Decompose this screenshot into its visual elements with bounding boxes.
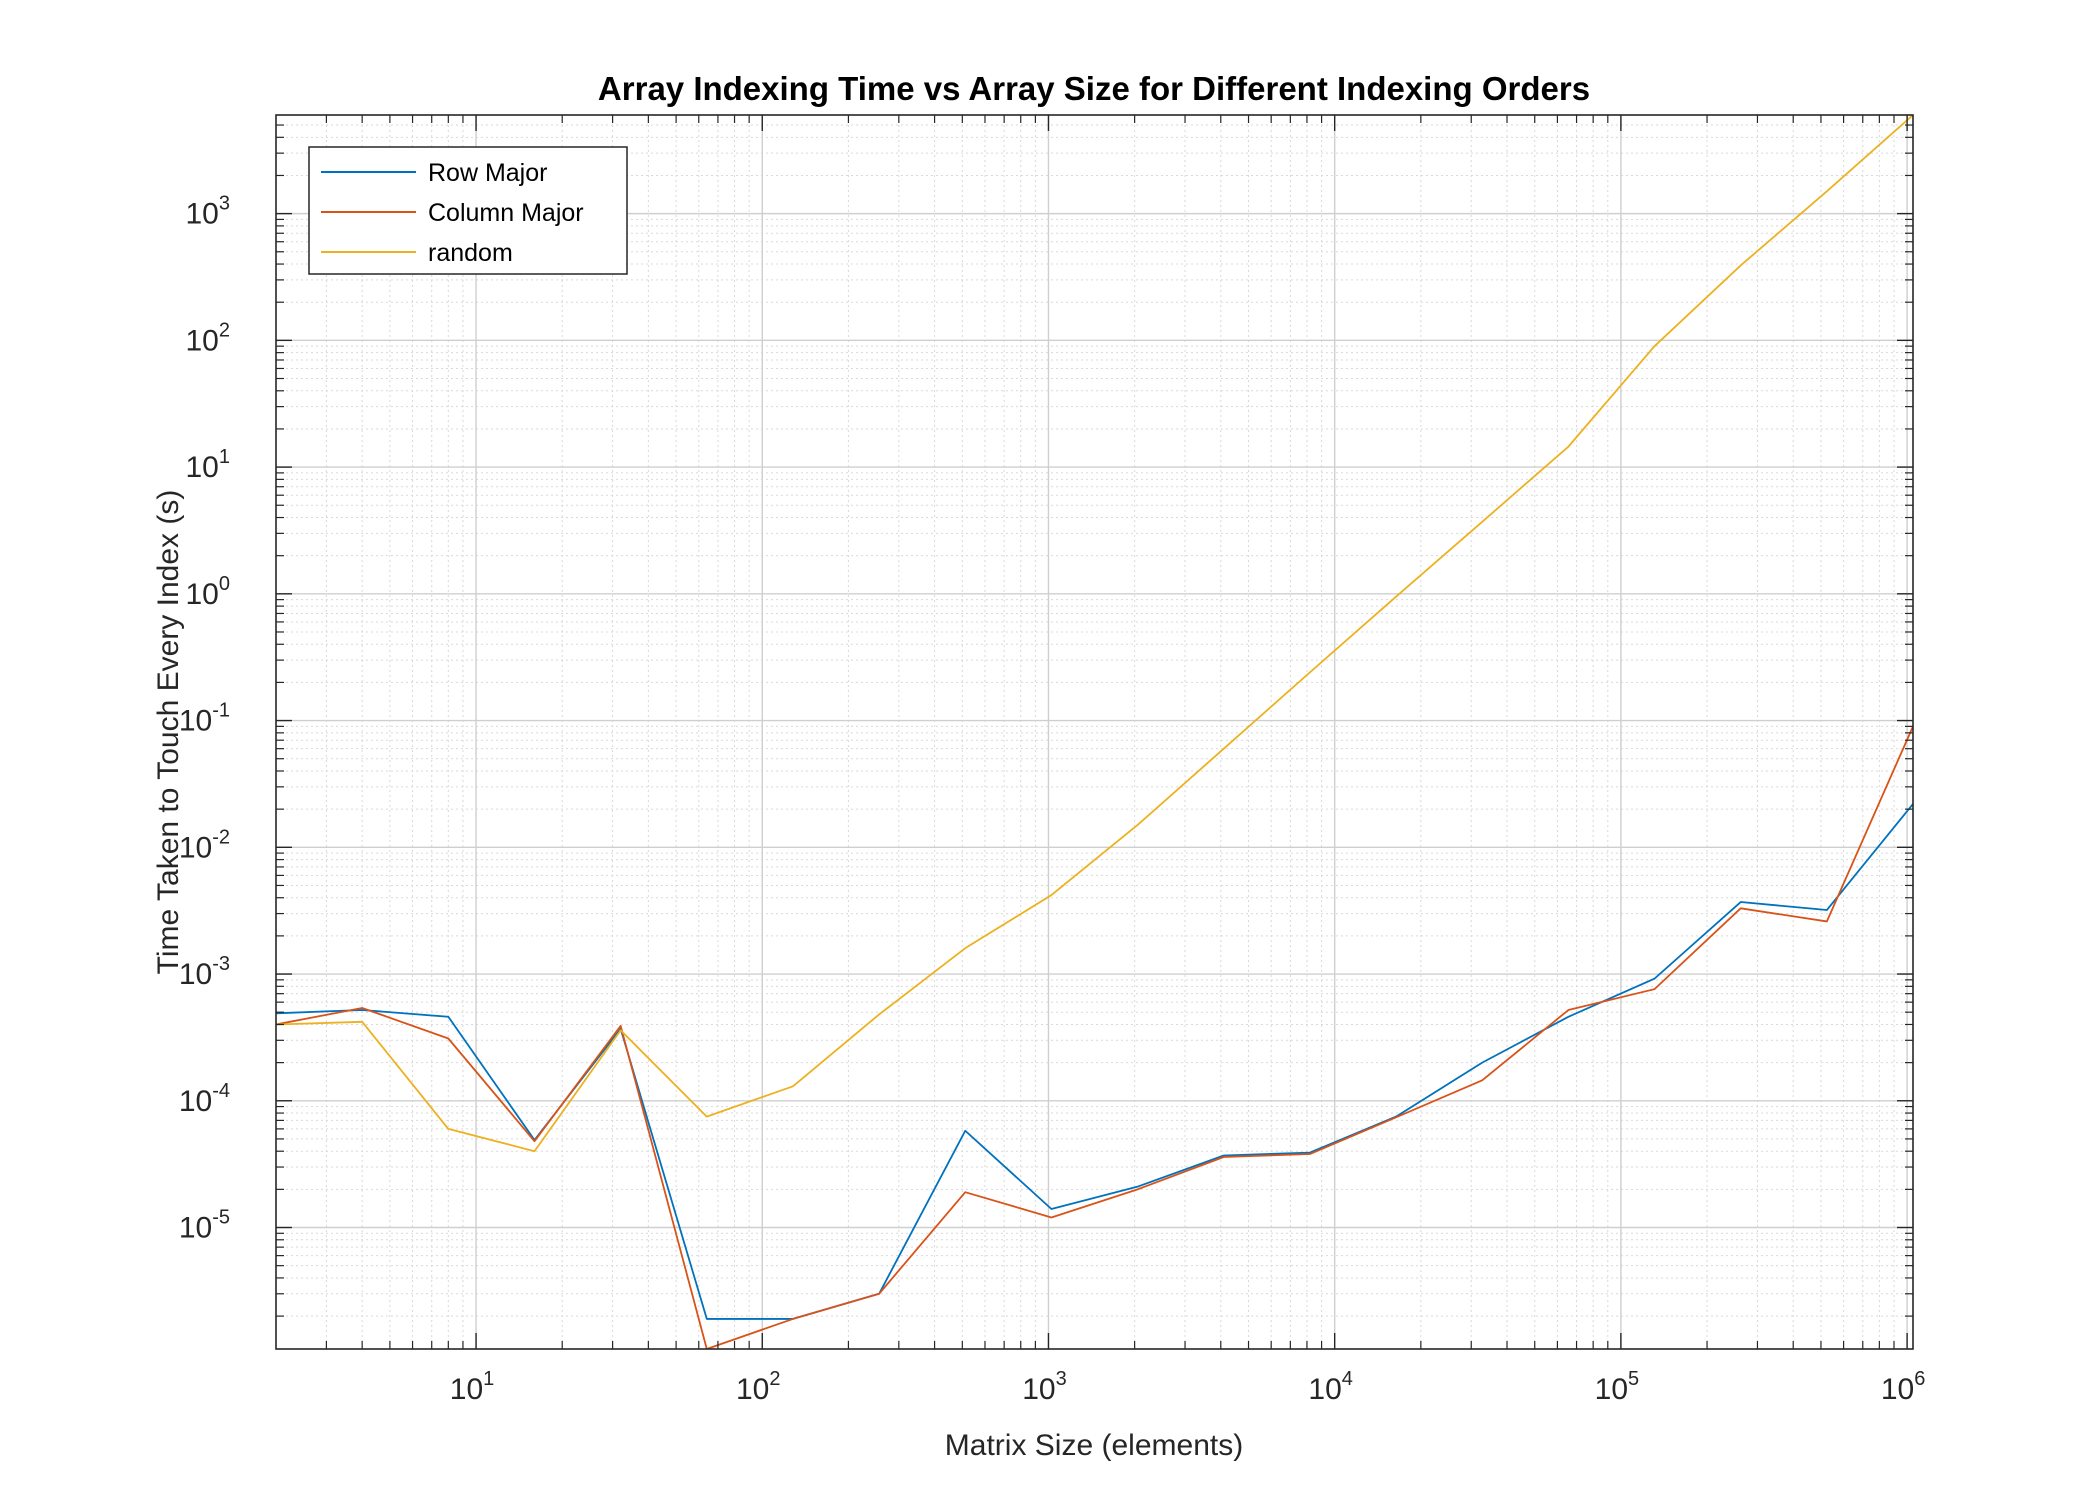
y-tick-label: 10-5 — [179, 1207, 230, 1245]
y-axis-label: Time Taken to Touch Every Index (s) — [152, 490, 185, 975]
y-tick-label: 102 — [186, 319, 231, 357]
x-tick-label: 105 — [1595, 1368, 1640, 1406]
legend-entries: Row Major Column Major random — [321, 159, 584, 267]
series-line-column-major — [276, 725, 1913, 1349]
x-axis-label: Matrix Size (elements) — [945, 1429, 1243, 1462]
major-grid — [276, 115, 1913, 1349]
legend-label-row-major: Row Major — [428, 159, 547, 187]
legend-label-random: random — [428, 239, 513, 267]
x-tick-labels: 101 102 103 104 105 106 — [450, 1368, 1926, 1406]
minor-grid — [276, 115, 1913, 1349]
plot-area — [276, 115, 1913, 1349]
x-tick-label: 103 — [1022, 1368, 1067, 1406]
tick-marks — [276, 115, 1913, 1349]
series-layer — [276, 115, 1913, 1349]
y-tick-label: 103 — [186, 193, 231, 231]
legend: Row Major Column Major random — [308, 146, 628, 275]
axes-box — [275, 114, 1914, 1350]
series-line-random — [276, 115, 1913, 1153]
y-tick-label: 10-3 — [179, 953, 230, 991]
legend-label-column-major: Column Major — [428, 199, 584, 227]
y-tick-labels: 10-5 10-4 10-3 10-2 10-1 100 101 102 103 — [179, 193, 230, 1245]
y-tick-label: 101 — [186, 446, 231, 484]
y-tick-label: 100 — [186, 573, 231, 611]
x-tick-label: 106 — [1881, 1368, 1926, 1406]
chart-title: Array Indexing Time vs Array Size for Di… — [598, 70, 1590, 107]
y-tick-label: 10-1 — [179, 700, 230, 738]
y-tick-label: 10-4 — [179, 1080, 230, 1118]
x-tick-label: 102 — [736, 1368, 781, 1406]
x-tick-label: 101 — [450, 1368, 495, 1406]
y-tick-label: 10-2 — [179, 826, 230, 864]
x-tick-label: 104 — [1308, 1368, 1353, 1406]
